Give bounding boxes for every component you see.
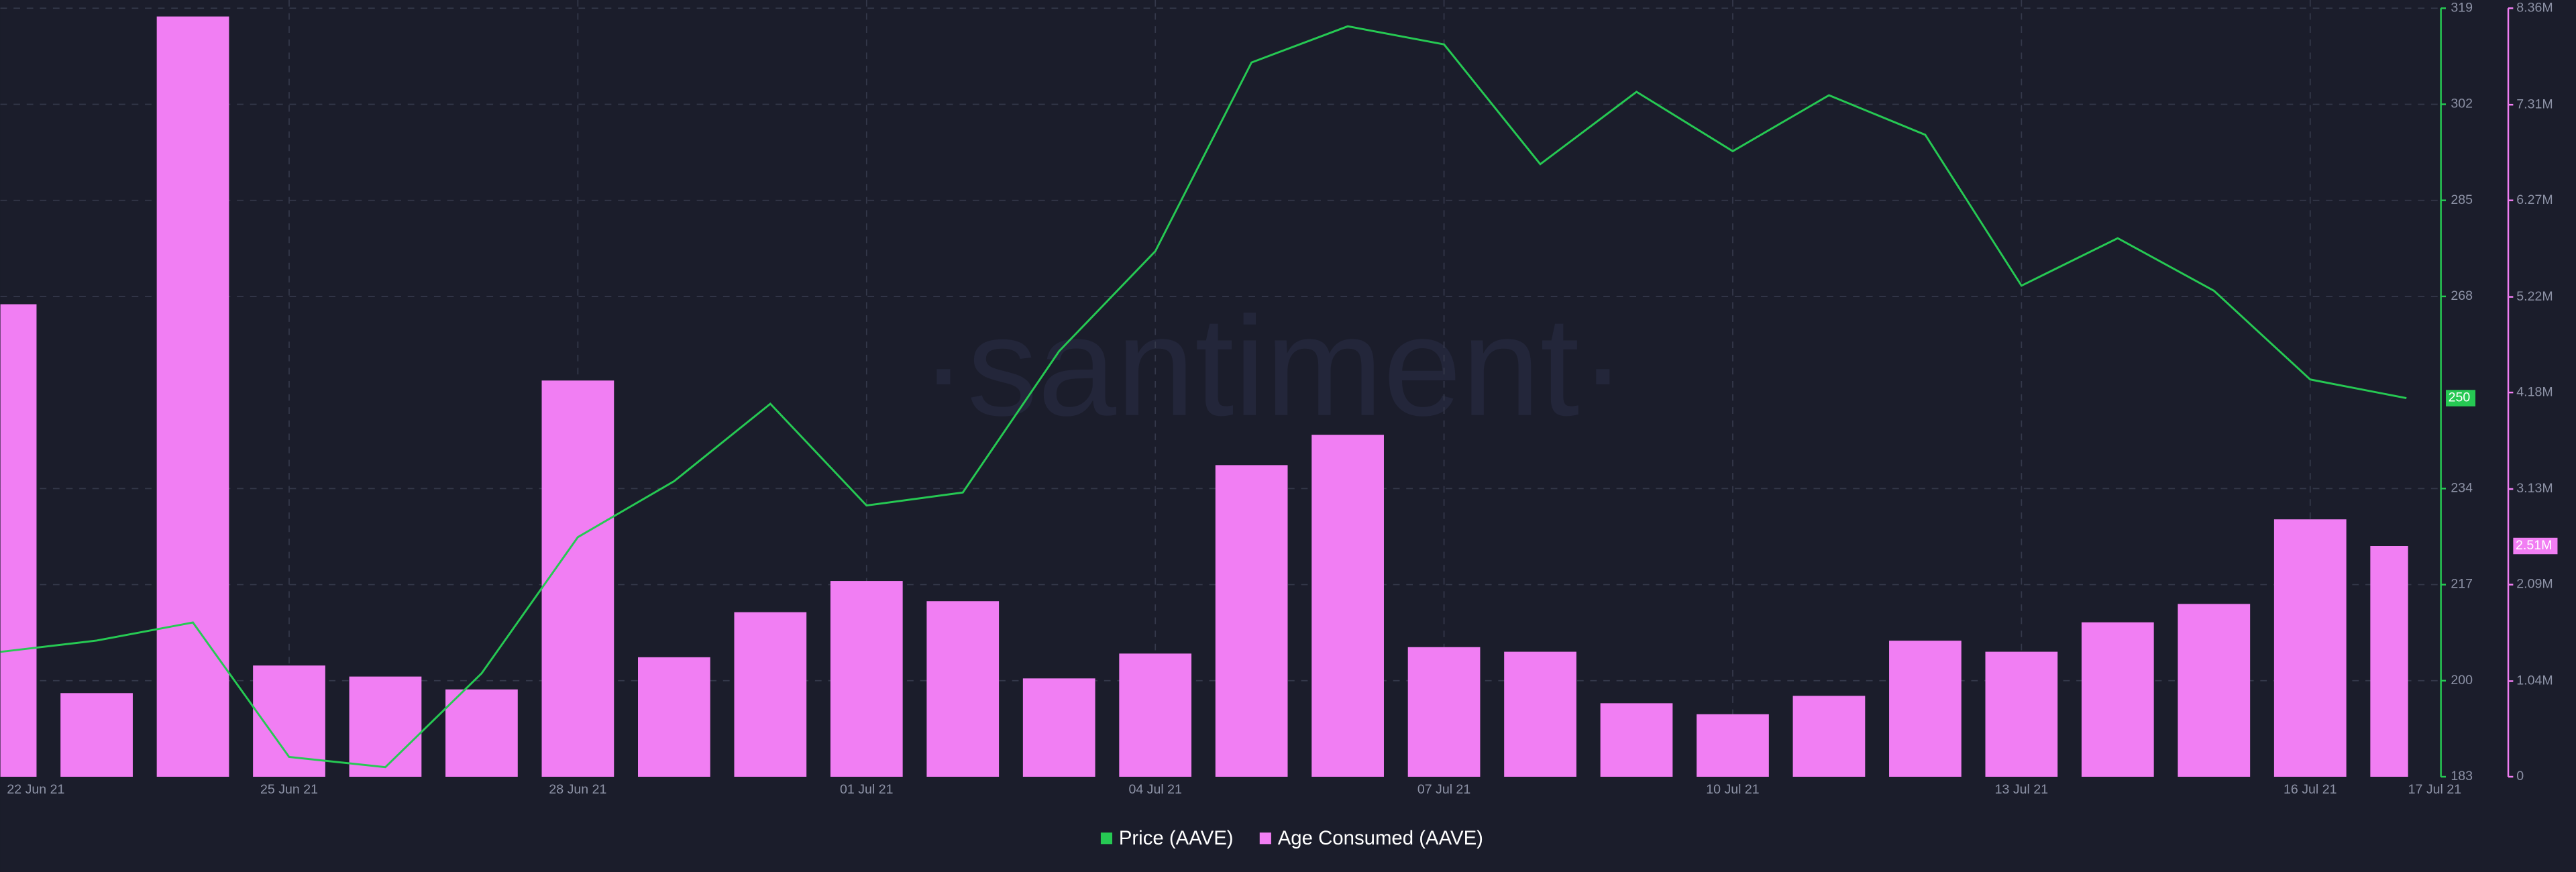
y-tick-label: 285 xyxy=(2451,193,2473,207)
legend-label: Price (AAVE) xyxy=(1119,827,1234,849)
bar xyxy=(1600,703,1673,777)
bar xyxy=(1889,641,1962,777)
y-tick-label: 268 xyxy=(2451,288,2473,303)
x-tick-label: 22 Jun 21 xyxy=(7,782,64,797)
y2-tick-label: 0 xyxy=(2516,769,2524,783)
bar xyxy=(0,304,37,777)
y2-tick-label: 1.04M xyxy=(2516,673,2553,688)
x-tick-label: 01 Jul 21 xyxy=(840,782,893,797)
y2-tick-label: 3.13M xyxy=(2516,481,2553,496)
y-tick-label: 302 xyxy=(2451,97,2473,111)
y-tick-label: 234 xyxy=(2451,481,2473,496)
y-tick-label: 200 xyxy=(2451,673,2473,688)
x-tick-label: 17 Jul 21 xyxy=(2408,782,2461,797)
bar xyxy=(1792,696,1866,777)
x-tick-label: 10 Jul 21 xyxy=(1706,782,1759,797)
bar xyxy=(1022,678,1095,777)
bar xyxy=(253,665,325,777)
bar xyxy=(1311,435,1384,777)
bar xyxy=(926,601,1000,777)
y-tick-label: 319 xyxy=(2451,0,2473,15)
value-badge xyxy=(2513,537,2558,555)
x-tick-label: 04 Jul 21 xyxy=(1128,782,1181,797)
bar xyxy=(637,657,710,777)
bar xyxy=(541,380,614,777)
bar xyxy=(734,612,807,777)
bar xyxy=(830,581,903,777)
bar xyxy=(2081,622,2154,777)
legend-label: Age Consumed (AAVE) xyxy=(1278,827,1483,849)
bar xyxy=(156,16,229,777)
y-tick-label: 217 xyxy=(2451,577,2473,592)
value-badge-label: 2.51M xyxy=(2516,538,2552,553)
bar xyxy=(1504,651,1576,777)
watermark: ·santiment· xyxy=(920,287,1626,445)
bar xyxy=(1985,651,2058,777)
y2-tick-label: 8.36M xyxy=(2516,0,2553,15)
bar xyxy=(2273,519,2347,777)
bar xyxy=(445,689,518,777)
y2-tick-label: 2.09M xyxy=(2516,577,2553,592)
bar xyxy=(1697,714,1769,777)
y2-tick-label: 4.18M xyxy=(2516,384,2553,399)
y2-tick-label: 6.27M xyxy=(2516,193,2553,207)
x-tick-label: 07 Jul 21 xyxy=(1417,782,1470,797)
bar xyxy=(1215,465,1288,777)
legend-swatch xyxy=(1259,832,1271,844)
value-badge-label: 250 xyxy=(2449,390,2471,405)
x-tick-label: 16 Jul 21 xyxy=(2284,782,2337,797)
bar xyxy=(1119,653,1192,777)
bar xyxy=(1407,647,1481,777)
x-tick-label: 28 Jun 21 xyxy=(549,782,606,797)
y2-tick-label: 7.31M xyxy=(2516,97,2553,111)
x-tick-label: 25 Jun 21 xyxy=(260,782,318,797)
x-tick-label: 13 Jul 21 xyxy=(1995,782,2048,797)
y-tick-label: 183 xyxy=(2451,769,2473,783)
plot xyxy=(0,16,2408,777)
bar xyxy=(60,693,133,777)
legend-swatch xyxy=(1100,832,1113,844)
bar xyxy=(349,676,422,777)
line xyxy=(0,25,2407,769)
y2-tick-label: 5.22M xyxy=(2516,289,2553,304)
bar xyxy=(2370,546,2408,777)
bar xyxy=(2178,604,2251,777)
value-badge xyxy=(2445,390,2476,406)
